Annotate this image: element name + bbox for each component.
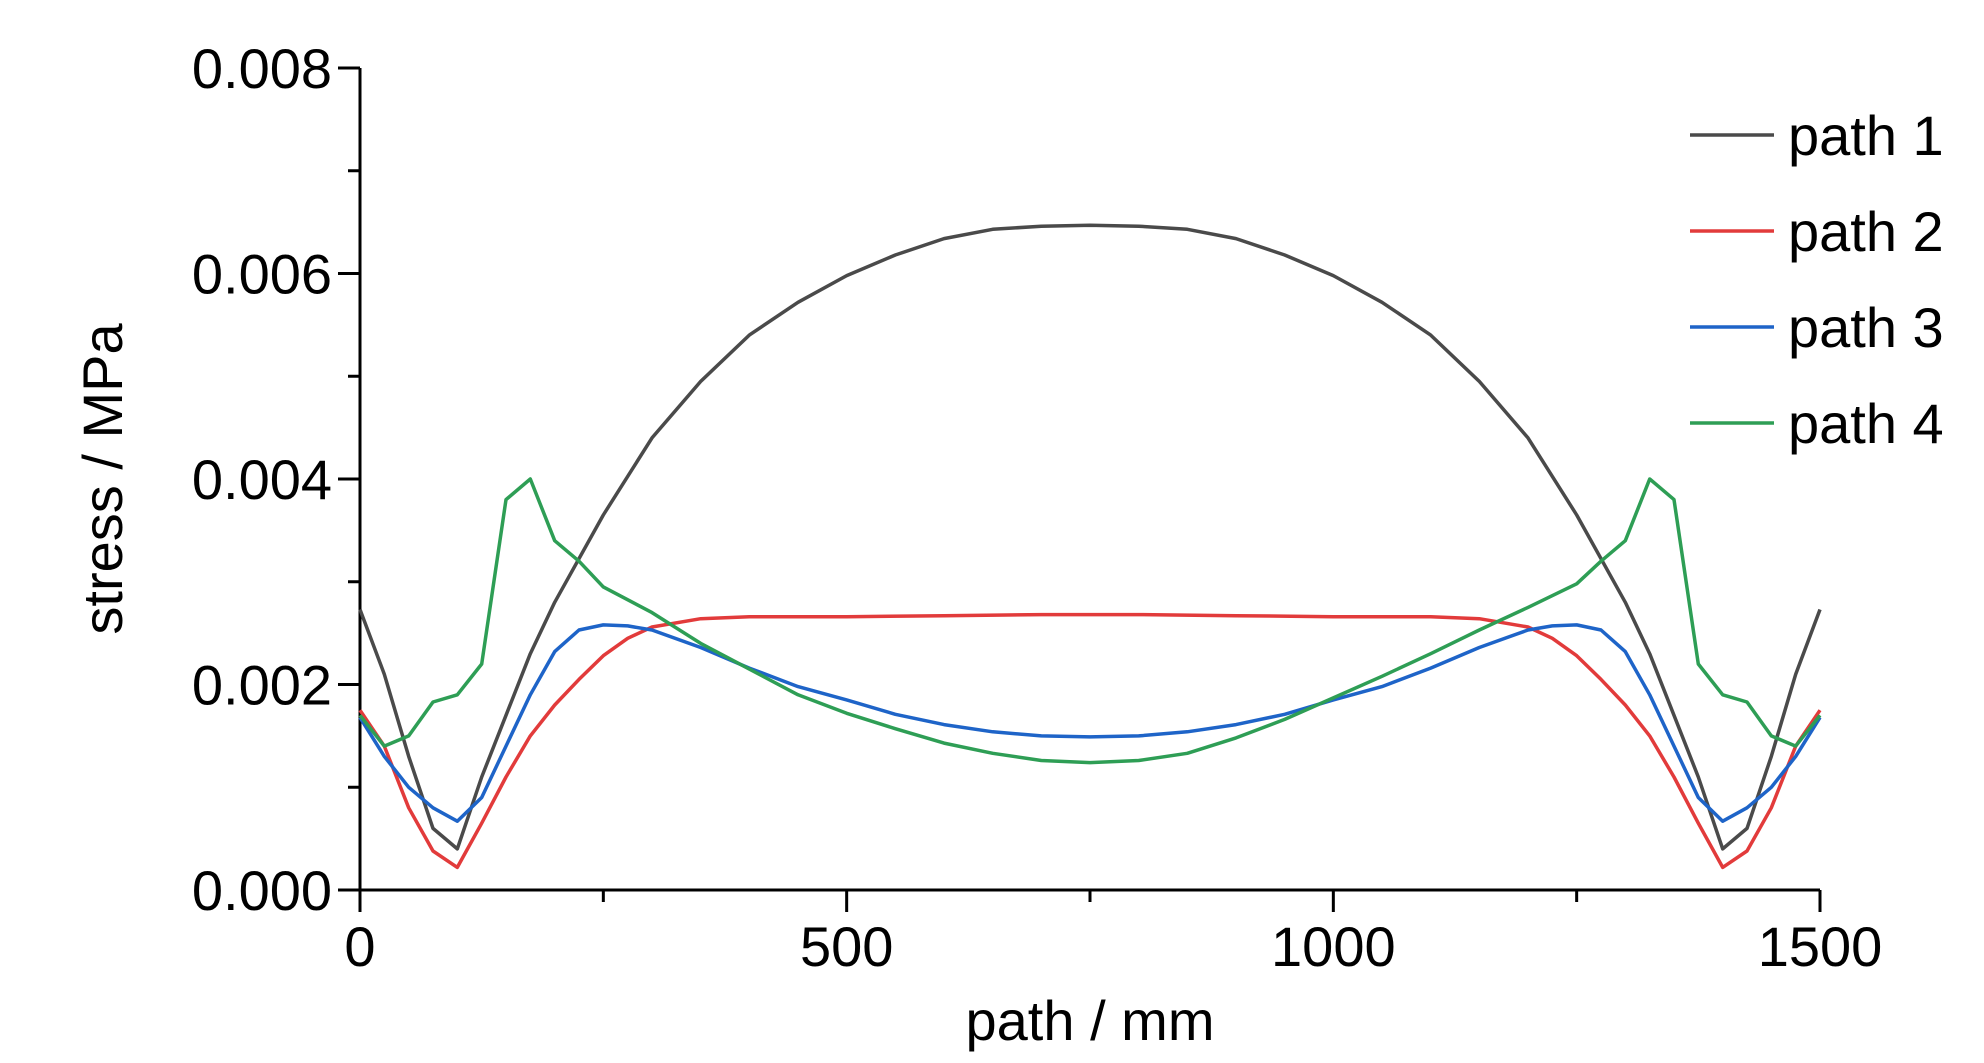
legend-label-path-3: path 3 xyxy=(1788,296,1944,359)
x-tick-label: 500 xyxy=(800,915,893,978)
series-line-path-1 xyxy=(358,223,1822,851)
series-line-path-4 xyxy=(358,477,1822,765)
series-line-path-2 xyxy=(358,612,1822,870)
x-ticks: 0 500 1000 1500 xyxy=(344,890,1882,978)
y-ticks: 0.000 0.002 0.004 0.006 0.008 xyxy=(192,37,360,922)
legend-label-path-1: path 1 xyxy=(1788,104,1944,167)
y-tick-label: 0.008 xyxy=(192,37,332,100)
legend-label-path-2: path 2 xyxy=(1788,200,1944,263)
legend-label-path-4: path 4 xyxy=(1788,392,1944,455)
series-layer xyxy=(358,223,1822,870)
y-tick-label: 0.000 xyxy=(192,859,332,922)
legend: path 1 path 2 path 3 path 4 xyxy=(1690,104,1944,455)
y-tick-label: 0.006 xyxy=(192,243,332,306)
y-tick-label: 0.004 xyxy=(192,448,332,511)
y-tick-label: 0.002 xyxy=(192,654,332,717)
series-line-path-3 xyxy=(358,623,1822,823)
x-tick-label: 1500 xyxy=(1758,915,1883,978)
x-tick-label: 1000 xyxy=(1271,915,1396,978)
axes xyxy=(358,68,1820,892)
y-axis-title: stress / MPa xyxy=(71,323,134,635)
x-axis-title: path / mm xyxy=(966,989,1215,1052)
x-tick-label: 0 xyxy=(344,915,375,978)
